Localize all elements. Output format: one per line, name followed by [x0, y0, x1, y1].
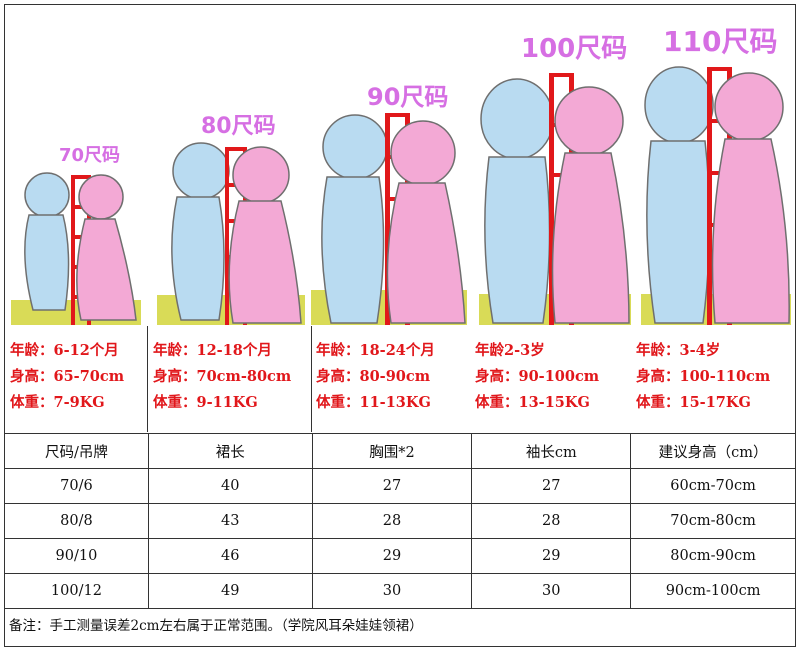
size-illustration-100: 100尺码	[479, 33, 631, 325]
header-suggested-height: 建议身高（cm）	[630, 433, 796, 469]
table-cell: 100/12	[4, 573, 149, 609]
table-row: 90/10 46 29 29 80cm-90cm	[4, 538, 796, 574]
table-cell: 46	[147, 538, 313, 574]
table-row: 70/6 40 27 27 60cm-70cm	[4, 468, 796, 504]
table-cell: 60cm-70cm	[630, 468, 796, 504]
table-cell: 80/8	[4, 503, 149, 539]
table-cell: 27	[471, 468, 632, 504]
header-size-tag: 尺码/吊牌	[4, 433, 149, 469]
size-tag-110: 110尺码	[663, 25, 777, 58]
info-column-110: 年龄：3-4岁 身高：100-110cm 体重：15-17KG	[636, 338, 770, 416]
table-cell: 49	[147, 573, 313, 609]
age-range: 年龄：6-12个月	[10, 342, 119, 359]
age-range: 年龄：12-18个月	[153, 342, 272, 359]
table-cell: 28	[471, 503, 632, 539]
info-column-90: 年龄：18-24个月 身高：80-90cm 体重：11-13KG	[316, 338, 435, 416]
table-cell: 40	[147, 468, 313, 504]
table-cell: 29	[311, 538, 473, 574]
info-divider	[147, 326, 148, 432]
height-range: 身高：70cm-80cm	[153, 368, 292, 385]
info-divider	[311, 326, 312, 432]
header-chest: 胸围*2	[311, 433, 473, 469]
size-tag-70: 70尺码	[59, 145, 120, 166]
size-tag-90: 90尺码	[367, 83, 448, 111]
size-spec-table: 尺码/吊牌 裙长 胸围*2 袖长cm 建议身高（cm） 70/6 40 27 2…	[4, 433, 796, 609]
size-illustrations: 70尺码 80尺码	[5, 5, 795, 325]
table-cell: 28	[311, 503, 473, 539]
height-range: 身高：100-110cm	[636, 368, 771, 385]
size-panel-90: 90尺码	[311, 75, 467, 325]
size-panel-70: 70尺码	[11, 135, 141, 325]
weight-range: 体重：7-9KG	[10, 394, 105, 411]
height-range: 身高：80-90cm	[316, 368, 431, 385]
table-cell: 27	[311, 468, 473, 504]
footnote: 备注：手工测量误差2cm左右属于正常范围。（学院风耳朵娃娃领裙）	[4, 609, 796, 647]
weight-range: 体重：15-17KG	[636, 394, 751, 411]
table-cell: 90cm-100cm	[630, 573, 796, 609]
size-illustration-110: 110尺码	[641, 24, 791, 325]
info-column-100: 年龄2-3岁 身高：90-100cm 体重：13-15KG	[475, 338, 599, 416]
table-cell: 70cm-80cm	[630, 503, 796, 539]
age-range: 年龄：18-24个月	[316, 342, 435, 359]
age-range: 年龄：3-4岁	[636, 342, 721, 359]
size-illustration-90: 90尺码	[311, 82, 467, 325]
size-tag-80: 80尺码	[201, 114, 276, 139]
size-illustration-80: 80尺码	[157, 113, 305, 325]
table-row: 100/12 49 30 30 90cm-100cm	[4, 573, 796, 609]
table-cell: 70/6	[4, 468, 149, 504]
table-row: 80/8 43 28 28 70cm-80cm	[4, 503, 796, 539]
table-cell: 90/10	[4, 538, 149, 574]
table-header-row: 尺码/吊牌 裙长 胸围*2 袖长cm 建议身高（cm）	[4, 433, 796, 469]
size-panel-100: 100尺码	[479, 29, 631, 325]
header-dress-length: 裙长	[147, 433, 313, 469]
info-column-70: 年龄：6-12个月 身高：65-70cm 体重：7-9KG	[10, 338, 124, 416]
height-range: 身高：90-100cm	[475, 368, 600, 385]
table-cell: 29	[471, 538, 632, 574]
table-cell: 80cm-90cm	[630, 538, 796, 574]
header-sleeve: 袖长cm	[471, 433, 632, 469]
size-tag-100: 100尺码	[521, 34, 627, 64]
table-cell: 43	[147, 503, 313, 539]
size-illustration-70: 70尺码	[11, 144, 141, 325]
size-panel-110: 110尺码	[641, 19, 791, 325]
weight-range: 体重：9-11KG	[153, 394, 258, 411]
height-range: 身高：65-70cm	[10, 368, 125, 385]
table-cell: 30	[471, 573, 632, 609]
weight-range: 体重：11-13KG	[316, 394, 431, 411]
table-cell: 30	[311, 573, 473, 609]
size-panel-80: 80尺码	[157, 105, 305, 325]
age-range: 年龄2-3岁	[475, 342, 545, 359]
weight-range: 体重：13-15KG	[475, 394, 590, 411]
info-column-80: 年龄：12-18个月 身高：70cm-80cm 体重：9-11KG	[153, 338, 291, 416]
